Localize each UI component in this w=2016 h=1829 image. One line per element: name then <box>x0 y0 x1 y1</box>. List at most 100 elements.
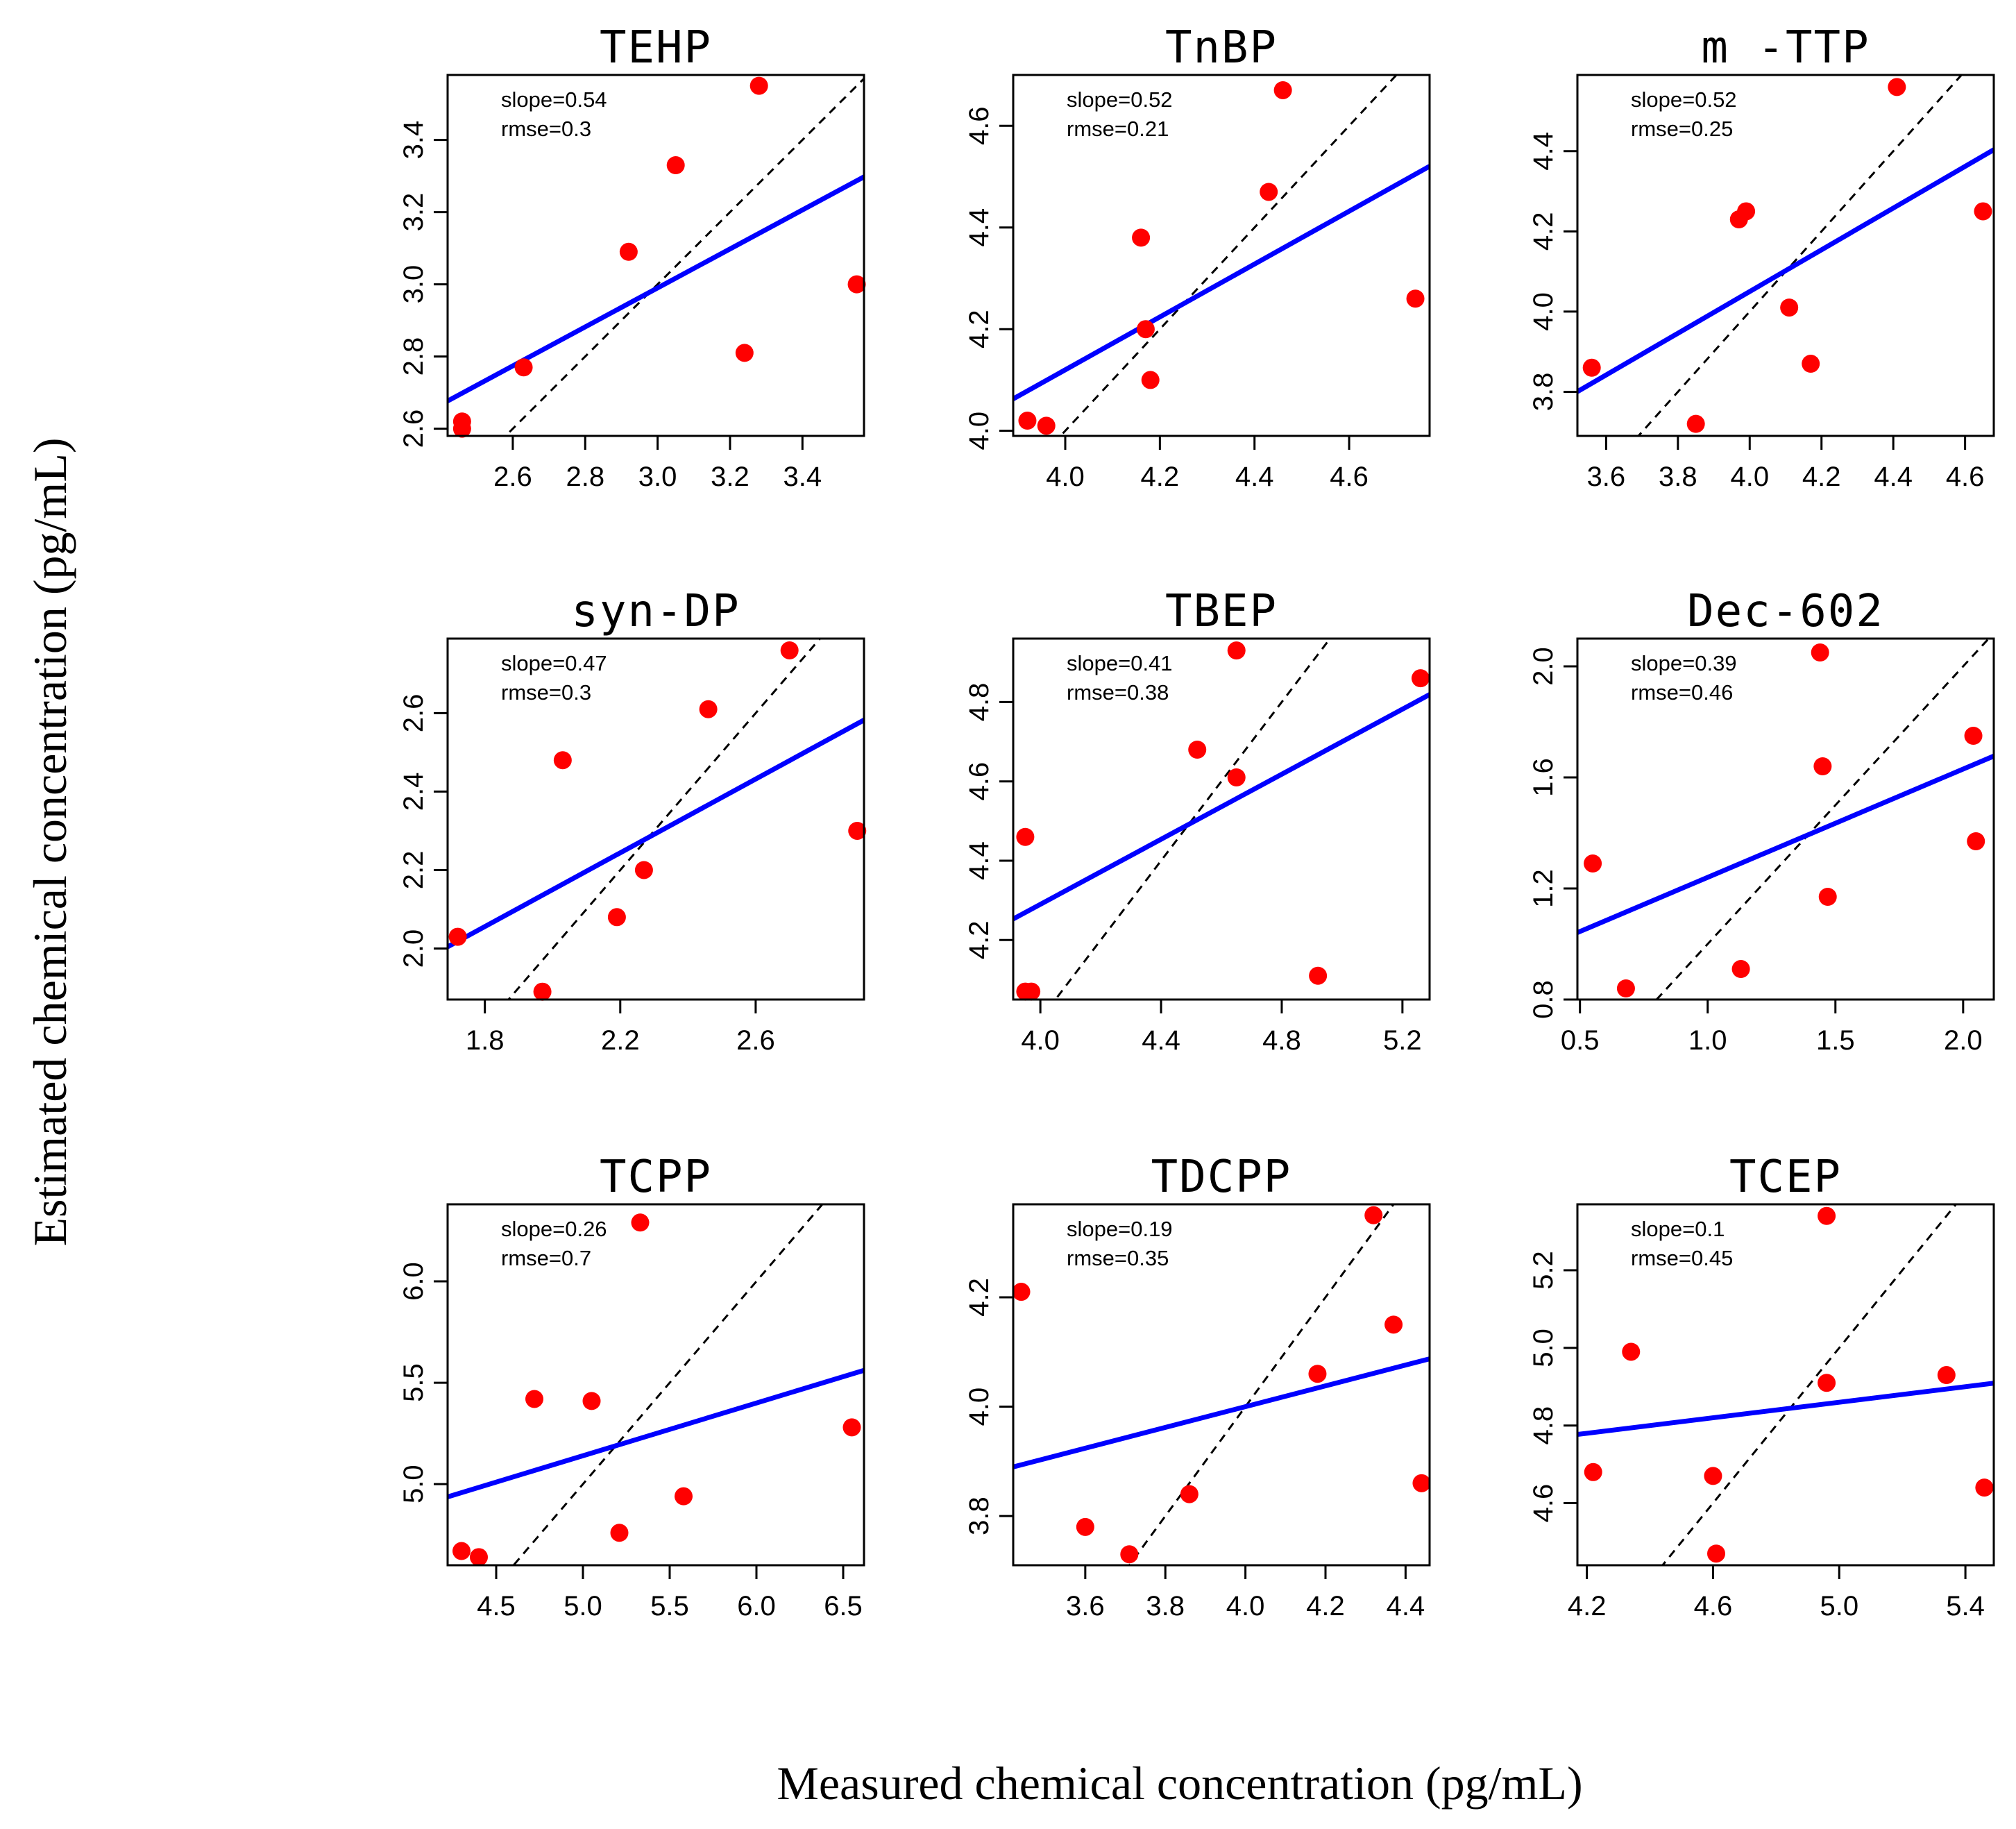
data-point <box>634 861 653 879</box>
x-tick-label: 5.0 <box>564 1591 602 1621</box>
data-point <box>1975 1478 1994 1497</box>
data-point <box>1967 832 1985 850</box>
x-tick-label: 4.2 <box>1306 1591 1345 1621</box>
y-tick-label: 4.2 <box>964 920 994 959</box>
y-tick-label: 1.6 <box>1528 758 1559 797</box>
x-tick-label: 0.5 <box>1561 1025 1600 1056</box>
data-point <box>1818 1374 1836 1392</box>
slope-annotation: slope=0.52 <box>1067 87 1173 112</box>
data-point <box>1818 1206 1836 1225</box>
panel-m-ttp: m -TTP 3.6 3.8 4.0 4.2 4.4 4.6 3.8 4.0 4.2 4.4 slop… <box>1528 22 1995 492</box>
panels-group: TEHP 2.6 2.8 3.0 3.2 3.4 2.6 2.8 3.0 3.2 3.4 slope=… <box>398 22 1995 1621</box>
data-point <box>1141 371 1160 389</box>
x-tick-label: 4.2 <box>1802 462 1841 492</box>
panel-tnbp: TnBP 4.0 4.2 4.4 4.6 4.0 4.2 4.4 4.6 slope=0.52 rm… <box>964 22 1431 492</box>
slope-annotation: slope=0.47 <box>501 651 607 675</box>
data-point <box>452 1542 471 1560</box>
data-point <box>848 821 867 840</box>
identity-line <box>1128 1204 1395 1565</box>
panel-lines <box>448 1204 864 1565</box>
y-tick-label: 1.2 <box>1528 869 1559 908</box>
data-point <box>1411 669 1430 688</box>
rmse-annotation: rmse=0.38 <box>1067 680 1169 705</box>
x-tick-label: 1.0 <box>1688 1025 1727 1056</box>
data-point <box>1132 228 1151 247</box>
x-tick-label: 2.8 <box>566 462 604 492</box>
data-point <box>582 1392 601 1410</box>
data-point <box>1227 641 1246 660</box>
y-tick-label: 6.0 <box>398 1262 429 1301</box>
data-point <box>1686 414 1705 433</box>
data-point <box>780 641 799 659</box>
x-tick-label: 4.5 <box>477 1591 516 1621</box>
data-point <box>1704 1467 1722 1485</box>
panel-title: TnBP <box>1165 22 1278 74</box>
data-point <box>666 156 685 174</box>
data-point <box>1273 81 1292 99</box>
panel-lines <box>1577 639 1994 1000</box>
x-tick-label: 4.4 <box>1874 462 1913 492</box>
x-tick-label: 2.6 <box>493 462 532 492</box>
x-tick-label: 4.6 <box>1694 1591 1733 1621</box>
data-point <box>1974 202 1992 221</box>
x-tick-label: 2.0 <box>1944 1025 1983 1056</box>
data-point <box>1616 979 1635 997</box>
panel-lines <box>448 639 864 1000</box>
rmse-annotation: rmse=0.46 <box>1631 680 1733 705</box>
data-point <box>1260 183 1278 201</box>
data-point <box>842 1418 861 1437</box>
y-tick-label: 4.4 <box>964 208 994 247</box>
panel-tbep: TBEP 4.0 4.4 4.8 5.2 4.2 4.4 4.6 4.8 slope=0.41 rm… <box>964 586 1431 1056</box>
y-tick-label: 4.4 <box>964 841 994 880</box>
x-tick-label: 3.8 <box>1146 1591 1185 1621</box>
plot-frame <box>1576 637 1995 1001</box>
data-point <box>1018 412 1037 430</box>
y-tick-label: 2.4 <box>398 773 429 811</box>
plot-frame <box>1576 1203 1995 1567</box>
slope-annotation: slope=0.26 <box>501 1217 607 1241</box>
y-tick-label: 4.0 <box>964 1388 994 1426</box>
data-point <box>1012 1283 1031 1301</box>
data-point <box>1780 298 1799 317</box>
panel-lines <box>1577 75 1994 436</box>
regression-line <box>448 718 864 950</box>
data-point <box>1136 320 1155 339</box>
x-tick-label: 4.4 <box>1387 1591 1425 1621</box>
data-point <box>525 1390 543 1408</box>
rmse-annotation: rmse=0.25 <box>1631 117 1733 141</box>
data-point <box>1016 827 1035 846</box>
y-tick-label: 0.8 <box>1528 980 1559 1019</box>
y-tick-label: 4.2 <box>964 310 994 348</box>
y-tick-label: 2.8 <box>398 337 429 376</box>
rmse-annotation: rmse=0.45 <box>1631 1246 1733 1270</box>
plot-frame <box>1012 74 1431 437</box>
x-tick-label: 1.8 <box>466 1025 505 1056</box>
data-point <box>1180 1485 1198 1503</box>
identity-line <box>507 639 822 1000</box>
x-tick-label: 3.8 <box>1659 462 1697 492</box>
data-point <box>1309 966 1328 985</box>
data-point <box>1120 1545 1139 1564</box>
x-tick-label: 4.4 <box>1235 462 1274 492</box>
data-point <box>1188 741 1207 759</box>
x-tick-label: 3.6 <box>1066 1591 1105 1621</box>
data-point <box>1584 854 1602 873</box>
plot-frame <box>1012 637 1431 1001</box>
rmse-annotation: rmse=0.7 <box>501 1246 591 1270</box>
data-point <box>1076 1517 1094 1536</box>
data-point <box>1937 1366 1956 1385</box>
data-point <box>1308 1365 1327 1383</box>
regression-line <box>1577 1381 1994 1438</box>
regression-line <box>1013 1356 1430 1469</box>
rmse-annotation: rmse=0.21 <box>1067 117 1169 141</box>
x-tick-label: 5.5 <box>650 1591 689 1621</box>
x-tick-label: 3.6 <box>1587 462 1626 492</box>
data-point <box>533 982 552 1001</box>
data-point <box>1022 982 1041 1001</box>
data-point <box>1811 643 1829 661</box>
y-tick-label: 4.2 <box>1528 212 1559 251</box>
y-tick-label: 3.8 <box>1528 373 1559 412</box>
panel-tcep: TCEP 4.2 4.6 5.0 5.4 4.6 4.8 5.0 5.2 slope=0.1 rms… <box>1528 1152 1995 1621</box>
data-point <box>631 1213 650 1232</box>
data-point <box>699 700 718 718</box>
